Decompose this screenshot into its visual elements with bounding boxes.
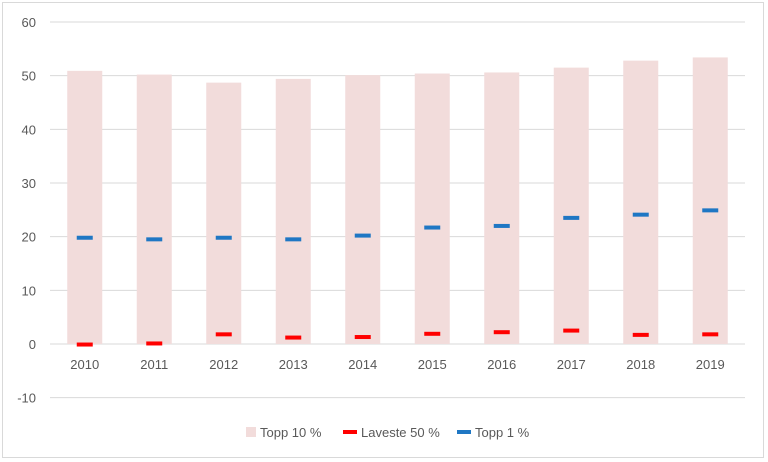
chart-frame	[2, 2, 764, 458]
x-tick-label: 2010	[70, 357, 99, 372]
legend-swatch	[343, 430, 357, 434]
y-tick-label: 10	[22, 283, 36, 298]
bar-topp-10	[414, 73, 450, 345]
marker-laveste-50	[146, 341, 163, 346]
x-tick-label: 2016	[487, 357, 516, 372]
bar-topp-10	[345, 75, 381, 344]
bar-topp-10	[623, 60, 659, 344]
marker-topp-1	[632, 212, 649, 217]
bar-topp-10	[136, 74, 172, 345]
legend-label: Topp 10 %	[260, 425, 322, 440]
x-tick-label: 2014	[348, 357, 377, 372]
marker-topp-1	[215, 235, 232, 240]
y-tick-label: 60	[22, 15, 36, 30]
bar-topp-10	[206, 82, 242, 344]
bar-topp-10	[692, 57, 728, 345]
marker-topp-1	[493, 223, 510, 228]
legend-swatch	[457, 430, 471, 434]
y-tick-label: 0	[29, 337, 36, 352]
y-tick-label: 50	[22, 69, 36, 84]
y-tick-label: 20	[22, 230, 36, 245]
marker-topp-1	[354, 233, 371, 238]
legend-label: Laveste 50 %	[361, 425, 440, 440]
marker-laveste-50	[354, 335, 371, 340]
x-tick-label: 2019	[696, 357, 725, 372]
marker-laveste-50	[493, 330, 510, 335]
marker-topp-1	[563, 215, 580, 220]
x-tick-label: 2018	[626, 357, 655, 372]
marker-topp-1	[424, 225, 441, 230]
marker-laveste-50	[632, 332, 649, 337]
x-tick-label: 2017	[557, 357, 586, 372]
marker-laveste-50	[76, 342, 93, 347]
marker-laveste-50	[424, 331, 441, 336]
marker-laveste-50	[563, 328, 580, 333]
marker-topp-1	[76, 235, 93, 240]
bar-topp-10	[553, 67, 589, 344]
marker-laveste-50	[285, 335, 302, 340]
y-tick-label: 40	[22, 122, 36, 137]
bar-topp-10	[484, 72, 520, 345]
legend-label: Topp 1 %	[475, 425, 530, 440]
bar-topp-10	[275, 78, 311, 345]
x-tick-label: 2015	[418, 357, 447, 372]
marker-topp-1	[702, 208, 719, 213]
legend-swatch	[246, 427, 256, 437]
x-tick-label: 2013	[279, 357, 308, 372]
x-tick-label: 2011	[140, 357, 168, 372]
marker-topp-1	[285, 237, 302, 242]
y-tick-label: -10	[17, 391, 36, 406]
bar-topp-10	[67, 70, 103, 344]
x-tick-label: 2012	[209, 357, 238, 372]
y-tick-label: 30	[22, 176, 36, 191]
marker-laveste-50	[215, 332, 232, 337]
marker-laveste-50	[702, 332, 719, 337]
marker-topp-1	[146, 237, 163, 242]
